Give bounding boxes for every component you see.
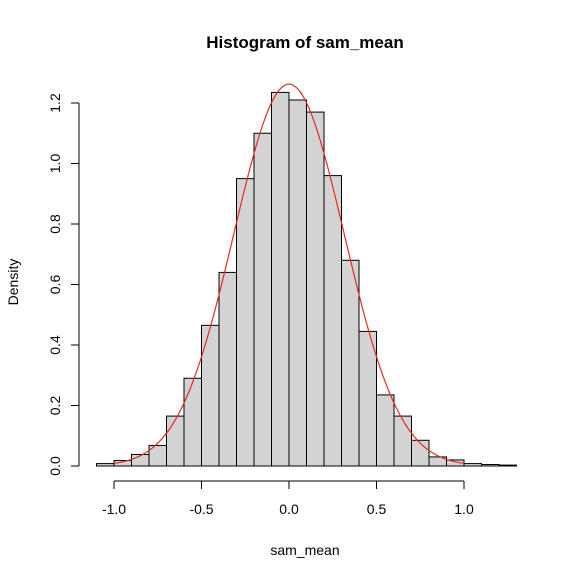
histogram-bar [183,377,202,467]
histogram-bar [481,463,500,467]
histogram-bar [376,394,395,467]
histogram-bar [358,330,377,467]
x-tick-label: 0.5 [367,501,387,517]
histogram-bar [498,464,517,467]
y-axis-label: Density [5,259,21,306]
histogram-bar [271,91,290,467]
histogram-bar [236,178,255,467]
x-axis: -1.0 -0.5 0.0 0.5 1.0 [102,480,474,517]
histogram-bar [393,415,412,467]
y-tick-label: 0.0 [47,456,63,476]
histogram-bar [253,132,272,467]
x-tick-label: -1.0 [102,501,126,517]
histogram-bar [341,259,360,467]
x-axis-label: sam_mean [270,542,339,558]
y-tick-label: 1.0 [47,154,63,174]
histogram-bar [166,415,185,467]
x-tick-label: 0.0 [279,501,299,517]
histogram-bar [411,439,430,467]
density-curve-line [113,83,465,465]
histogram-bar [463,463,482,467]
histogram-bars [96,91,517,467]
histogram-bar [96,463,115,467]
histogram-bar [306,111,325,467]
x-tick-label: 1.0 [454,501,474,517]
y-axis: 0.0 0.2 0.4 0.6 0.8 1.0 1.2 [47,93,80,476]
histogram-bar [288,99,307,467]
histogram-bar [218,271,237,467]
y-tick-label: 0.8 [47,214,63,234]
density-curve-group [113,83,465,465]
y-tick-label: 0.6 [47,275,63,295]
histogram-bar [323,175,342,467]
y-tick-label: 0.4 [47,335,63,355]
x-tick-label: -0.5 [189,501,213,517]
y-tick-label: 1.2 [47,93,63,113]
y-tick-label: 0.2 [47,396,63,416]
chart-title: Histogram of sam_mean [206,33,403,52]
